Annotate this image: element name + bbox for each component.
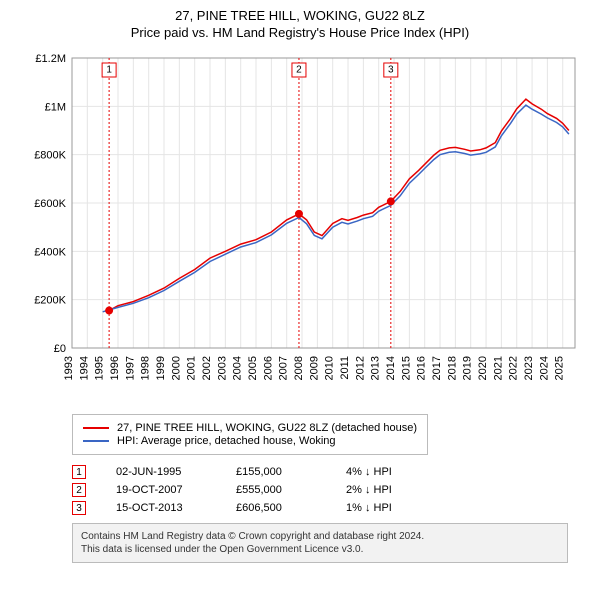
- x-tick-label: 2000: [170, 356, 182, 380]
- x-tick-label: 2020: [477, 356, 489, 380]
- x-tick-label: 2012: [354, 356, 366, 380]
- legend-swatch: [83, 440, 109, 442]
- x-tick-label: 2023: [523, 356, 535, 380]
- legend-row: 27, PINE TREE HILL, WOKING, GU22 8LZ (de…: [83, 422, 417, 434]
- sales-row: 3 15-OCT-2013 £606,500 1% ↓ HPI: [72, 501, 568, 515]
- legend: 27, PINE TREE HILL, WOKING, GU22 8LZ (de…: [72, 414, 428, 455]
- x-tick-label: 1999: [155, 356, 167, 380]
- sales-date: 19-OCT-2007: [116, 484, 206, 496]
- sale-marker-badge-num: 1: [106, 65, 112, 76]
- sales-badge: 3: [72, 501, 86, 515]
- x-tick-label: 2003: [216, 356, 228, 380]
- sales-price: £555,000: [236, 484, 316, 496]
- sale-marker-badge-num: 3: [388, 65, 394, 76]
- x-tick-label: 2018: [446, 356, 458, 380]
- x-tick-label: 1996: [109, 356, 121, 380]
- sales-table: 1 02-JUN-1995 £155,000 4% ↓ HPI 2 19-OCT-2007…: [72, 465, 568, 515]
- sales-hpi: 2% ↓ HPI: [346, 484, 426, 496]
- sales-date: 15-OCT-2013: [116, 502, 206, 514]
- x-tick-label: 1997: [124, 356, 136, 380]
- x-tick-label: 1993: [63, 356, 75, 380]
- licence-line1: Contains HM Land Registry data © Crown c…: [81, 530, 559, 543]
- sale-marker-dot: [105, 307, 113, 315]
- legend-label: HPI: Average price, detached house, Woki…: [117, 435, 336, 447]
- y-tick-label: £200K: [34, 295, 66, 307]
- x-tick-label: 2004: [232, 356, 244, 380]
- x-tick-label: 1994: [78, 356, 90, 380]
- x-tick-label: 2015: [400, 356, 412, 380]
- sale-marker-dot: [295, 210, 303, 218]
- legend-swatch: [83, 427, 109, 429]
- x-tick-label: 2016: [416, 356, 428, 380]
- sales-row: 1 02-JUN-1995 £155,000 4% ↓ HPI: [72, 465, 568, 479]
- y-tick-label: £400K: [34, 246, 66, 258]
- y-tick-label: £1M: [45, 101, 66, 113]
- x-tick-label: 2017: [431, 356, 443, 380]
- chart-title-main: 27, PINE TREE HILL, WOKING, GU22 8LZ: [12, 8, 588, 23]
- x-tick-label: 2014: [385, 356, 397, 380]
- x-tick-label: 2002: [201, 356, 213, 380]
- x-tick-label: 2009: [308, 356, 320, 380]
- x-tick-label: 2005: [247, 356, 259, 380]
- sales-badge: 2: [72, 483, 86, 497]
- x-tick-label: 2024: [538, 356, 550, 380]
- x-tick-label: 2013: [370, 356, 382, 380]
- x-tick-label: 1998: [140, 356, 152, 380]
- chart-container: £0 £200K £400K £600K £800K £1M £1.2M 19931994 19…: [20, 48, 580, 408]
- sale-marker-badge-num: 2: [296, 65, 302, 76]
- chart-title-sub: Price paid vs. HM Land Registry's House …: [12, 25, 588, 40]
- legend-label: 27, PINE TREE HILL, WOKING, GU22 8LZ (de…: [117, 422, 417, 434]
- sales-badge: 1: [72, 465, 86, 479]
- y-tick-label: £1.2M: [35, 53, 66, 65]
- y-tick-label: £0: [54, 343, 66, 355]
- x-tick-label: 2006: [262, 356, 274, 380]
- sales-row: 2 19-OCT-2007 £555,000 2% ↓ HPI: [72, 483, 568, 497]
- chart-svg: £0 £200K £400K £600K £800K £1M £1.2M 19931994 19…: [20, 48, 580, 408]
- series-price-paid: [109, 99, 569, 310]
- x-tick-label: 2008: [293, 356, 305, 380]
- x-tick-label: 2010: [324, 356, 336, 380]
- x-tick-label: 2011: [339, 356, 351, 380]
- x-tick-label: 2022: [508, 356, 520, 380]
- x-tick-label: 2019: [462, 356, 474, 380]
- x-tick-label: 2025: [554, 356, 566, 380]
- sales-price: £155,000: [236, 466, 316, 478]
- x-tick-label: 2007: [278, 356, 290, 380]
- y-tick-label: £600K: [34, 198, 66, 210]
- licence-line2: This data is licensed under the Open Gov…: [81, 543, 559, 556]
- legend-row: HPI: Average price, detached house, Woki…: [83, 435, 417, 447]
- x-tick-label: 1995: [94, 356, 106, 380]
- sale-marker-dot: [387, 197, 395, 205]
- x-tick-label: 2001: [186, 356, 198, 380]
- y-tick-label: £800K: [34, 150, 66, 162]
- sales-price: £606,500: [236, 502, 316, 514]
- sales-hpi: 1% ↓ HPI: [346, 502, 426, 514]
- licence-notice: Contains HM Land Registry data © Crown c…: [72, 523, 568, 563]
- x-tick-label: 2021: [492, 356, 504, 380]
- sales-date: 02-JUN-1995: [116, 466, 206, 478]
- sales-hpi: 4% ↓ HPI: [346, 466, 426, 478]
